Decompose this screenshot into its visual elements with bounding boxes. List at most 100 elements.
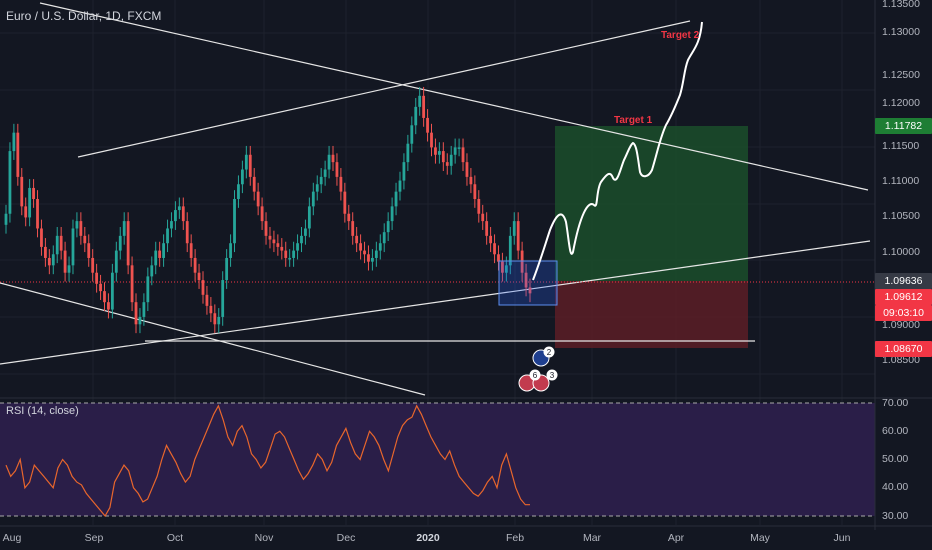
candle-body [449,154,453,166]
stop-zone[interactable] [555,281,748,348]
candle-body [174,210,177,222]
candle-body [71,228,75,266]
target-price-label: 1.11782 [875,118,932,134]
candle-body [79,221,83,236]
candle-body [304,228,307,236]
candle-body [67,265,71,273]
candle-body [63,250,67,273]
time-tick: Dec [336,532,356,544]
candle-body [103,291,106,303]
candle-body [114,250,118,273]
ascending-support-line [0,240,871,365]
candle-body [280,246,284,251]
candle-body [248,154,252,177]
candle-body [489,235,493,244]
candle-body [288,257,292,260]
event-icons[interactable]: 2 6 3 [518,346,558,392]
rsi-tick: 50.00 [882,453,909,465]
candle-body [20,176,24,207]
price-tick: 1.10000 [882,246,920,258]
candle-body [497,254,500,262]
price-tick: 1.13500 [882,0,920,10]
candle-body [126,221,130,266]
candle-body [134,302,138,325]
candle-body [481,213,485,222]
price-tick: 1.11500 [882,140,920,152]
candle-body [461,147,465,163]
candle-body [351,221,355,236]
candle-body [445,162,449,166]
candle-body [272,239,276,244]
candle-body [252,176,256,192]
event-badge-circle-1 [543,346,555,358]
candle-body [28,187,32,218]
candle-body [311,191,315,207]
time-tick: Nov [254,532,274,544]
candle-body [8,151,12,214]
candle-body [477,199,481,214]
candle-body [268,235,272,240]
candle-body [441,151,445,163]
time-tick: Mar [582,532,602,544]
candle-body [55,235,59,255]
rsi-title: RSI (14, close) [6,405,79,417]
trendlines[interactable] [0,2,871,396]
time-tick: Apr [667,532,685,544]
candle-body [209,305,213,314]
price-tick: 1.09000 [882,319,920,331]
candle-body [47,257,51,266]
target-1-label: Target 1 [614,115,653,126]
candle-body [319,176,323,185]
candle-body [237,184,240,199]
candle-body [382,232,386,244]
candle-body [40,228,43,247]
candle-body [359,243,362,251]
candle-body [51,254,55,266]
candle-body [276,243,280,247]
candle-body [394,191,398,207]
candle-body [398,180,402,192]
candle-body [87,243,91,258]
candle-body [170,221,173,229]
candle-body [339,176,343,192]
candle-body [32,187,35,199]
candle-body [83,235,87,244]
candle-body [453,147,457,155]
candle-body [130,265,134,303]
candle-body [406,143,410,163]
upper-channel-line [77,20,691,158]
target-zone[interactable] [555,126,748,281]
rsi-tick: 70.00 [882,397,909,409]
candle-body [434,147,437,155]
candle-body [378,243,382,251]
candle-body [118,235,122,251]
time-tick: Sep [84,532,104,544]
candle-body [166,228,169,244]
event-badge-1: 2 [547,348,552,357]
candle-body [189,243,193,258]
candle-body [307,206,311,229]
candle-body [390,206,394,222]
candle-body [465,162,469,177]
target-2-label: Target 2 [661,30,700,41]
candle-body [516,221,520,251]
price-tick: 1.10500 [882,210,920,222]
candle-body [418,95,422,107]
price-grid [0,32,875,375]
rsi-line [5,404,530,518]
candle-body [485,221,489,236]
projected-path[interactable] [532,21,703,281]
stop-price-label: 1.08670 [875,341,932,357]
entry-box[interactable] [498,260,558,306]
candle-body [473,184,477,199]
candle-body [347,213,351,222]
candle-body [217,316,221,325]
candle-body [402,162,406,181]
event-badge-3: 3 [550,371,555,380]
candle-body [213,313,217,325]
candle-body [260,206,264,222]
candle-body [43,246,47,258]
candle-body [244,154,248,170]
candle-body [292,250,296,258]
